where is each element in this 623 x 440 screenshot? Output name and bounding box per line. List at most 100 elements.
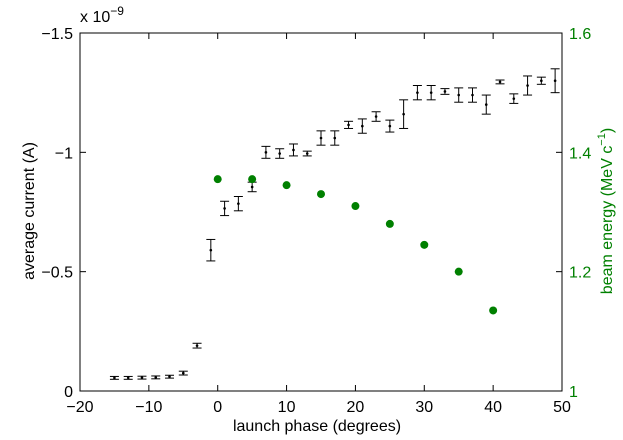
current-marker (278, 152, 281, 155)
current-marker (195, 344, 199, 347)
current-marker (333, 136, 337, 140)
current-point (399, 99, 409, 129)
current-marker (402, 112, 405, 116)
current-marker (319, 136, 323, 140)
current-marker (292, 148, 295, 152)
current-point (247, 181, 257, 193)
current-point (192, 342, 202, 349)
current-point (371, 111, 381, 122)
current-marker (237, 202, 240, 205)
current-point (454, 87, 464, 103)
y-right-tick-label: 1 (569, 384, 578, 401)
current-marker (540, 79, 543, 83)
current-point (495, 79, 505, 85)
current-marker (264, 151, 268, 154)
current-marker (512, 97, 516, 100)
current-point (536, 76, 546, 85)
y-left-axis-label: average current (A) (21, 142, 38, 280)
current-series (109, 68, 560, 380)
current-point (357, 118, 367, 134)
current-marker (429, 91, 433, 94)
current-point (344, 120, 354, 129)
energy-point (385, 219, 394, 228)
current-point (426, 85, 436, 101)
current-marker (250, 185, 254, 189)
current-point (151, 375, 161, 380)
plot-frame (79, 32, 563, 392)
current-marker (457, 93, 461, 97)
current-marker (443, 90, 447, 93)
current-point (109, 375, 119, 380)
current-point (481, 94, 491, 115)
current-point (316, 130, 326, 146)
x-tick-label: 30 (415, 399, 433, 416)
energy-series (213, 175, 498, 315)
current-point (440, 88, 450, 95)
current-point (137, 375, 147, 380)
y-left-tick-label: −1.5 (41, 26, 73, 43)
x-axis-label: launch phase (degrees) (233, 418, 401, 435)
current-marker (471, 93, 474, 97)
x-tick-label: 0 (213, 399, 222, 416)
current-point (550, 68, 560, 94)
x-tick-label: −20 (66, 399, 93, 416)
current-marker (374, 115, 378, 118)
energy-point (420, 240, 429, 249)
x-tick-label: 10 (278, 399, 296, 416)
current-marker (209, 248, 213, 252)
current-point (412, 85, 422, 101)
energy-point (282, 181, 291, 190)
current-point (330, 130, 340, 146)
current-marker (553, 79, 557, 83)
current-marker (126, 376, 130, 380)
current-point (467, 87, 477, 103)
energy-point (317, 190, 325, 199)
y-right-tick-label: 1.6 (569, 26, 591, 43)
current-point (385, 119, 395, 133)
current-marker (223, 207, 226, 210)
current-marker (305, 152, 309, 155)
current-point (178, 370, 188, 376)
x-tick-label: 50 (553, 399, 571, 416)
current-marker (388, 124, 392, 128)
x-tick-label: 20 (347, 399, 365, 416)
current-marker (361, 124, 364, 128)
current-marker (347, 123, 350, 127)
x-axis-ticks: −20 −10 0 10 20 30 40 50 (66, 33, 571, 416)
y-right-tick-label: 1.4 (569, 145, 591, 162)
x-tick-label: 40 (484, 399, 502, 416)
current-point (509, 93, 519, 104)
left-axis-ticks: 0 −0.5 −1 −1.5 (41, 26, 86, 401)
y-left-tick-label: −0.5 (41, 265, 73, 282)
current-marker (154, 376, 158, 379)
current-marker (113, 376, 116, 380)
y-left-exponent-label: x 10−9 (80, 4, 124, 26)
current-marker (416, 91, 419, 94)
axes-frame (79, 32, 563, 392)
current-point (288, 143, 298, 157)
y-left-tick-label: 0 (64, 384, 73, 401)
current-point (123, 375, 133, 380)
y-left-tick-label: −1 (55, 145, 73, 162)
current-point (275, 148, 285, 159)
current-marker (181, 371, 185, 375)
energy-point (489, 306, 498, 315)
energy-point (248, 175, 257, 184)
right-axis-ticks: 1 1.2 1.4 1.6 (556, 26, 591, 401)
current-point (220, 200, 230, 217)
energy-point (454, 267, 463, 276)
current-point (261, 145, 271, 159)
current-point (206, 238, 216, 262)
current-point (233, 195, 243, 212)
current-marker (498, 80, 502, 84)
current-point (302, 150, 312, 157)
y-right-tick-label: 1.2 (569, 265, 591, 282)
y-right-axis-label: beam energy (MeV c−1) (596, 128, 616, 294)
current-marker (140, 376, 144, 379)
current-point (165, 374, 175, 379)
current-marker (526, 84, 529, 87)
energy-point (351, 202, 360, 211)
energy-point (213, 175, 222, 184)
current-point (523, 75, 533, 96)
